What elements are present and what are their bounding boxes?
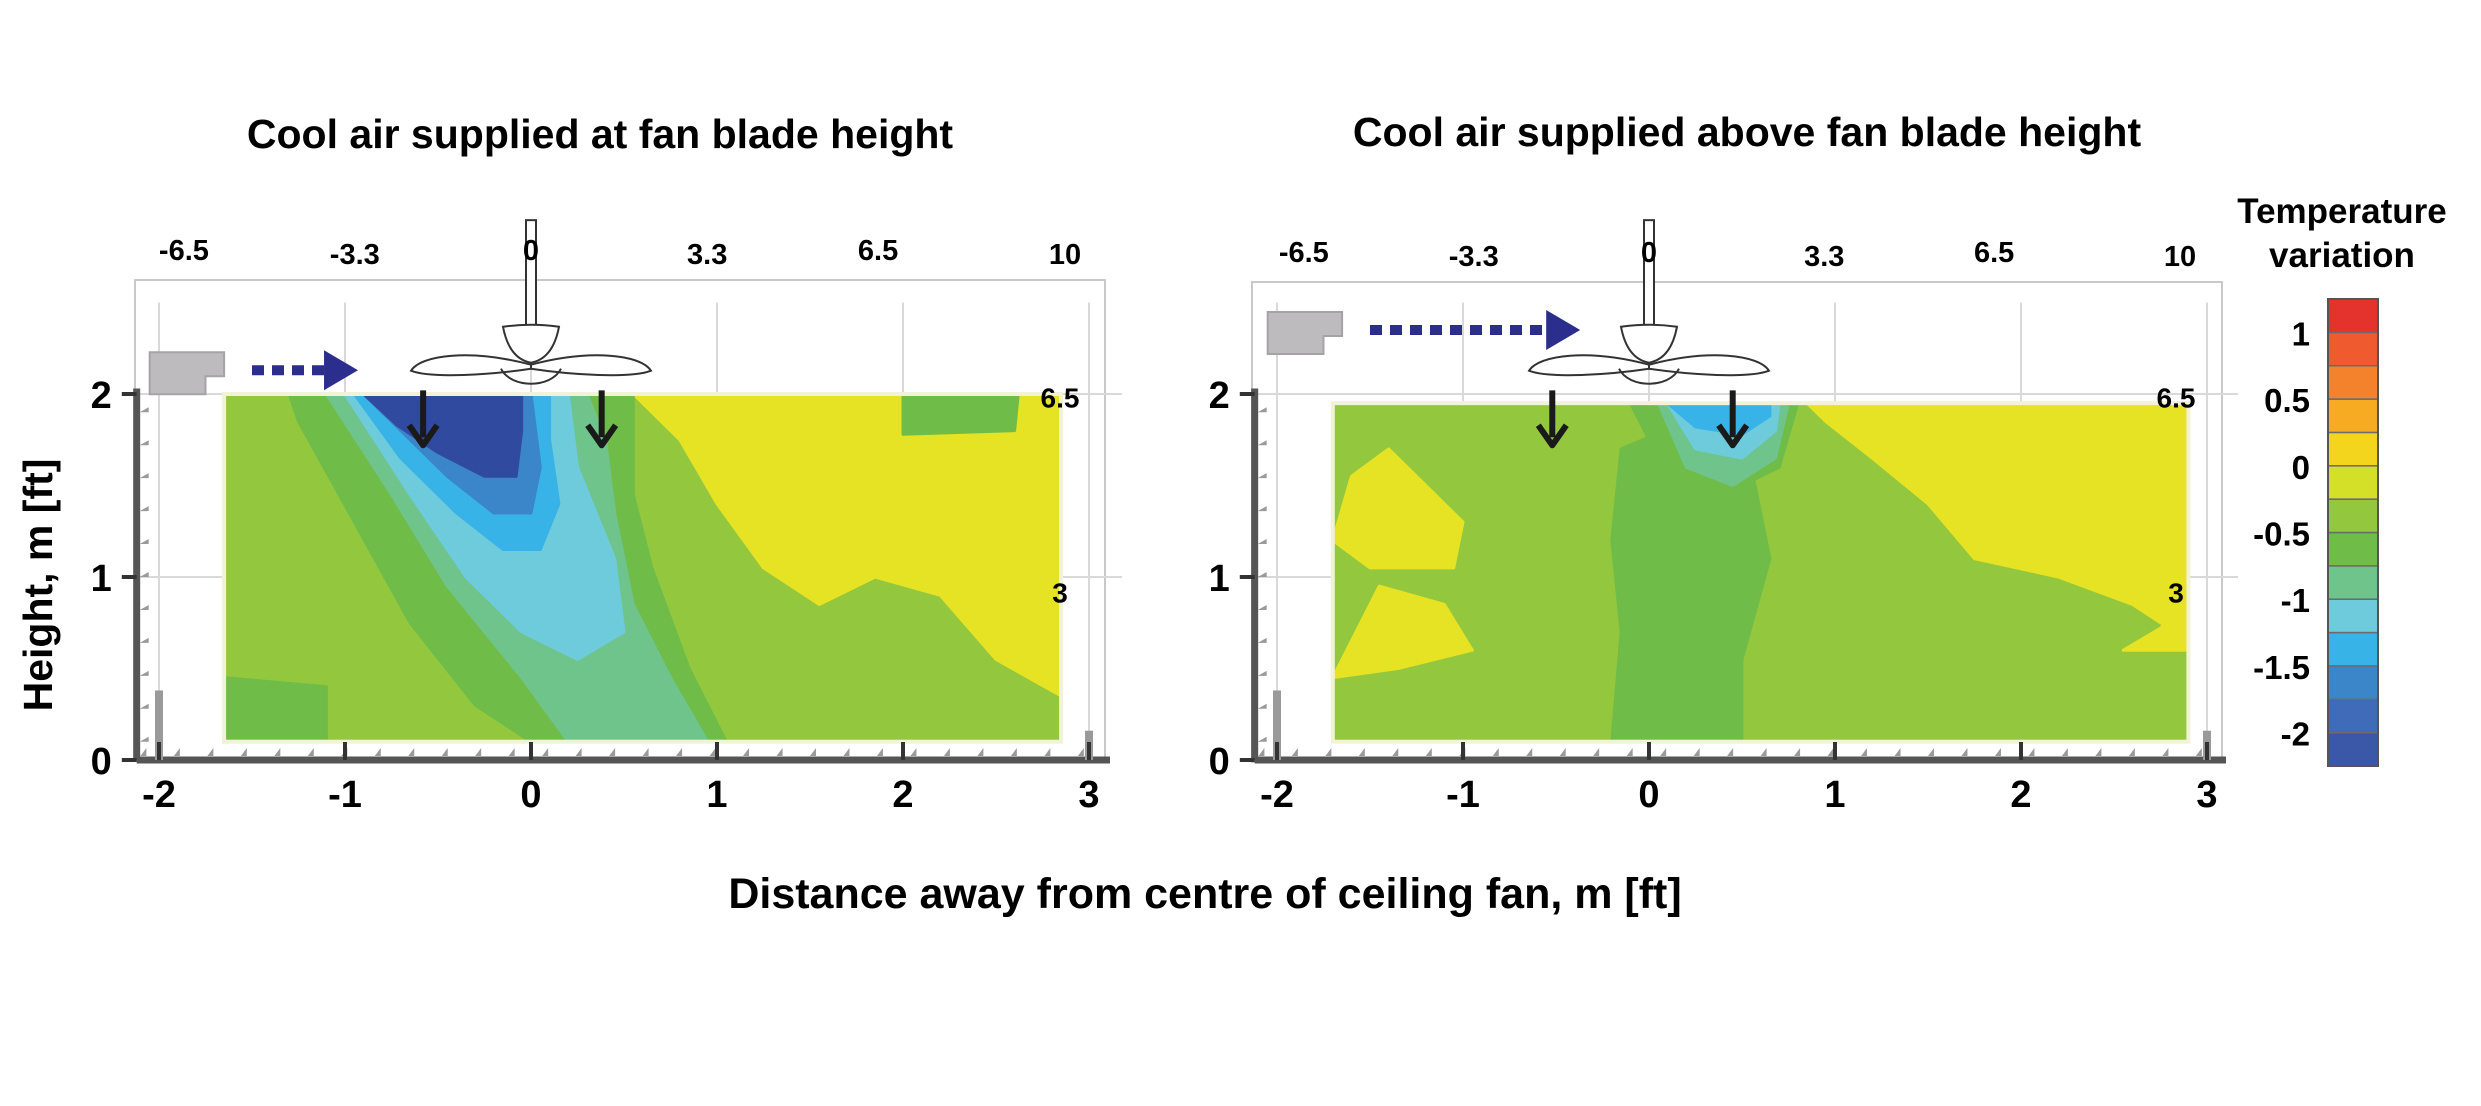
x-axis-m: -2 -1 0 1 2 3 [1260,774,2217,816]
y-tick-label-ft: 6.5 [1041,382,1080,413]
y-tick-label-ft: 3 [1052,578,1068,609]
x-tick-label-m: -1 [328,774,362,816]
colorbar-swatch [2328,299,2378,332]
y-tick-label-m: 2 [91,375,112,417]
x-tick-label-ft: -3.3 [330,239,380,271]
x-tick-label-m: 2 [892,774,913,816]
x-tick-label-m: 0 [1638,774,1659,816]
chart-panel-left: Cool air supplied at fan blade height -2… [91,111,1122,816]
colorbar-swatch [2328,399,2378,432]
colorbar-tick-label: -1 [2281,582,2310,619]
contour-region-green [903,394,1018,434]
colorbar-swatch [2328,332,2378,365]
x-tick-label-ft: -3.3 [1449,241,1499,273]
x-tick-label-m: 3 [1078,774,1099,816]
x-tick-label-ft: 10 [1049,239,1081,271]
x-tick-label-m: 1 [1824,774,1845,816]
colorbar-swatch [2328,366,2378,399]
colorbar-tick-label: -1.5 [2253,649,2310,686]
y-axis-label: Height, m [ft] [15,459,61,712]
colorbar-tick-label: 0 [2292,449,2310,486]
chart-title: Cool air supplied above fan blade height [1353,109,2142,155]
colorbar-swatch [2328,666,2378,699]
y-tick-label-ft: 3 [2168,578,2184,609]
y-axis-m: 0 1 2 [91,375,137,783]
colorbar-tick-label: -2 [2281,716,2310,753]
y-tick-label-m: 1 [91,558,112,600]
x-tick-label-m: 3 [2196,774,2217,816]
x-tick-label-ft: -6.5 [159,235,209,267]
chart-title: Cool air supplied at fan blade height [247,111,954,157]
colorbar-swatch [2328,499,2378,532]
x-tick-label-m: 2 [2010,774,2031,816]
x-axis-label: Distance away from centre of ceiling fan… [728,870,1681,918]
x-tick-label-ft: 3.3 [1804,241,1844,273]
x-tick-label-ft: -6.5 [1279,237,1329,269]
colorbar-swatch [2328,733,2378,766]
x-tick-label-ft: 6.5 [1974,237,2014,269]
x-tick-label-m: -1 [1446,774,1480,816]
y-tick-label-ft: 6.5 [2157,382,2196,413]
colorbar-swatches [2328,299,2378,766]
x-tick-label-ft: 0 [523,235,539,267]
colorbar-tick-label: 0.5 [2264,382,2310,419]
x-axis-ft: -6.5 -3.3 0 3.3 6.5 10 [1279,237,2196,273]
x-tick-label-m: 0 [520,774,541,816]
colorbar-swatch [2328,533,2378,566]
colorbar-swatch [2328,466,2378,499]
y-tick-label-m: 1 [1209,558,1230,600]
colorbar-tick-label: -0.5 [2253,516,2310,553]
colorbar-swatch [2328,599,2378,632]
colorbar-swatch [2328,699,2378,732]
y-axis-m: 0 1 2 [1209,375,1255,783]
x-tick-label-ft: 0 [1641,237,1657,269]
x-axis-m: -2 -1 0 1 2 3 [142,774,1099,816]
colorbar-swatch [2328,566,2378,599]
colorbar-title-line2: variation [2269,236,2415,275]
colorbar-title-line1: Temperature [2237,192,2446,231]
x-tick-label-ft: 6.5 [858,235,898,267]
x-tick-label-m: 1 [706,774,727,816]
colorbar-ticks: 1 0.5 0 -0.5 -1 -1.5 -2 [2253,315,2310,752]
colorbar-swatch [2328,633,2378,666]
x-tick-label-m: -2 [142,774,176,816]
contour-field [224,394,1061,742]
contour-field [1333,403,2189,742]
colorbar-tick-label: 1 [2292,315,2310,352]
colorbar: Temperature variation 1 0.5 0 -0.5 -1 -1.5 -2 [2237,192,2446,766]
y-tick-label-m: 0 [1209,741,1230,783]
colorbar-swatch [2328,432,2378,465]
contour-region-green [224,678,326,742]
chart-panel-right: Cool air supplied above fan blade height… [1209,109,2238,816]
x-axis-ft: -6.5 -3.3 0 3.3 6.5 10 [159,235,1081,271]
x-tick-label-ft: 3.3 [687,239,727,271]
y-tick-label-m: 0 [91,741,112,783]
x-tick-label-m: -2 [1260,774,1294,816]
x-tick-label-ft: 10 [2164,241,2196,273]
y-tick-label-m: 2 [1209,375,1230,417]
